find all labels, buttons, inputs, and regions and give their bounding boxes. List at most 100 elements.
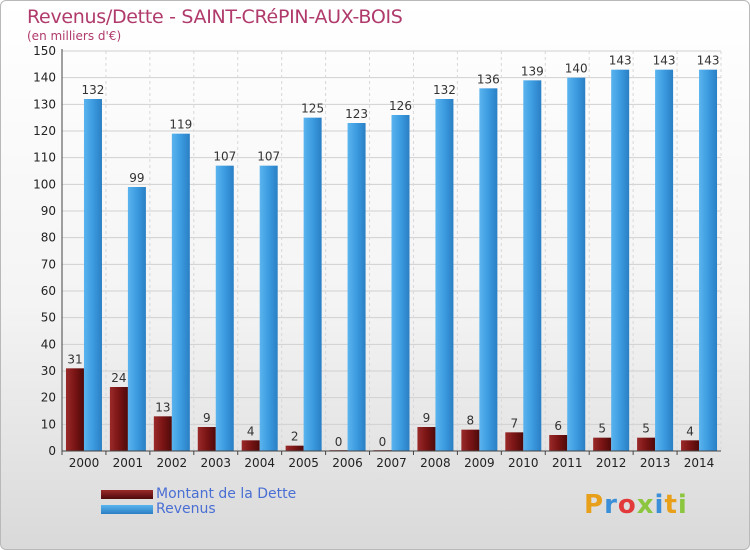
- bar-revenue-2010: [523, 80, 542, 451]
- label-revenue-2007: 126: [389, 99, 412, 113]
- bar-debt-2009: [461, 429, 480, 451]
- label-debt-2001: 24: [111, 371, 126, 385]
- bar-revenue-2001: [127, 187, 146, 451]
- bar-debt-2000: [65, 368, 84, 451]
- bar-revenue-2004: [259, 165, 278, 451]
- bar-revenue-2003: [215, 165, 234, 451]
- x-tick-label-2001: 2001: [113, 456, 144, 470]
- label-revenue-2014: 143: [697, 54, 720, 68]
- bar-debt-2004: [241, 440, 260, 451]
- y-tick-label: 60: [41, 284, 56, 298]
- label-revenue-2003: 107: [213, 150, 236, 164]
- bar-revenue-2014: [699, 69, 718, 452]
- y-tick-label: 0: [48, 444, 56, 458]
- label-revenue-2009: 136: [477, 72, 500, 86]
- x-tick-label-2002: 2002: [157, 456, 188, 470]
- label-debt-2006: 0: [335, 435, 343, 449]
- bar-debt-2014: [681, 440, 700, 451]
- x-tick-label-2004: 2004: [244, 456, 275, 470]
- label-revenue-2008: 132: [433, 83, 456, 97]
- label-revenue-2010: 139: [521, 64, 544, 78]
- bar-debt-2011: [549, 435, 568, 451]
- legend-label-revenue: Revenus: [156, 501, 216, 517]
- bar-revenue-2000: [83, 99, 102, 451]
- label-debt-2009: 8: [467, 414, 475, 428]
- y-tick-label: 40: [41, 337, 56, 351]
- x-tick-label-2005: 2005: [288, 456, 319, 470]
- x-tick-label-2008: 2008: [420, 456, 451, 470]
- label-debt-2002: 13: [155, 400, 170, 414]
- bar-revenue-2008: [435, 99, 454, 451]
- bar-revenue-2011: [567, 77, 586, 452]
- bar-debt-2012: [593, 437, 612, 451]
- label-revenue-2002: 119: [169, 118, 192, 132]
- legend-swatch-debt: [101, 490, 153, 499]
- y-tick-label: 70: [41, 257, 56, 271]
- chart-title: Revenus/Dette - SAINT-CRéPIN-AUX-BOIS: [27, 6, 403, 28]
- label-debt-2007: 0: [379, 435, 387, 449]
- label-revenue-2000: 132: [82, 83, 105, 97]
- bar-revenue-2007: [391, 115, 410, 451]
- bar-revenue-2002: [171, 133, 190, 451]
- label-debt-2013: 5: [642, 422, 650, 436]
- legend-swatch-revenue: [101, 505, 153, 514]
- y-tick-label: 80: [41, 231, 56, 245]
- bar-debt-2013: [637, 437, 656, 451]
- y-tick-label: 30: [41, 364, 56, 378]
- y-tick-label: 140: [33, 71, 56, 85]
- bar-debt-2003: [197, 427, 216, 451]
- bar-debt-2008: [417, 427, 436, 451]
- label-revenue-2001: 99: [129, 171, 144, 185]
- bar-revenue-2013: [655, 69, 674, 452]
- x-tick-label-2009: 2009: [464, 456, 495, 470]
- label-revenue-2006: 123: [345, 107, 368, 121]
- label-revenue-2012: 143: [609, 54, 632, 68]
- label-debt-2014: 4: [686, 424, 694, 438]
- label-debt-2003: 9: [203, 411, 211, 425]
- label-debt-2010: 7: [510, 416, 518, 430]
- y-tick-label: 10: [41, 417, 56, 431]
- x-tick-label-2006: 2006: [332, 456, 363, 470]
- bar-revenue-2009: [479, 88, 498, 451]
- y-tick-label: 120: [33, 124, 56, 138]
- y-tick-label: 130: [33, 97, 56, 111]
- bar-revenue-2006: [347, 123, 366, 451]
- label-debt-2008: 9: [423, 411, 431, 425]
- y-tick-label: 50: [41, 311, 56, 325]
- x-tick-label-2010: 2010: [508, 456, 539, 470]
- x-tick-label-2003: 2003: [200, 456, 231, 470]
- x-tick-label-2013: 2013: [640, 456, 671, 470]
- label-revenue-2005: 125: [301, 102, 324, 116]
- y-tick-label: 150: [33, 44, 56, 58]
- label-revenue-2004: 107: [257, 150, 280, 164]
- bars: [65, 69, 718, 452]
- x-tick-label-2007: 2007: [376, 456, 407, 470]
- label-debt-2000: 31: [67, 352, 82, 366]
- proxiti-logo: Proxiti: [584, 490, 688, 520]
- y-tick-label: 110: [33, 151, 56, 165]
- label-debt-2012: 5: [598, 422, 606, 436]
- bar-debt-2001: [109, 387, 128, 451]
- y-tick-label: 20: [41, 391, 56, 405]
- x-tick-label-2011: 2011: [552, 456, 583, 470]
- bar-revenue-2005: [303, 117, 322, 452]
- label-revenue-2013: 143: [653, 54, 676, 68]
- bar-debt-2002: [153, 416, 172, 451]
- label-debt-2004: 4: [247, 424, 255, 438]
- x-tick-label-2000: 2000: [69, 456, 100, 470]
- bar-debt-2005: [285, 445, 304, 451]
- label-debt-2011: 6: [554, 419, 562, 433]
- legend-label-debt: Montant de la Dette: [156, 486, 297, 502]
- label-revenue-2011: 140: [565, 62, 588, 76]
- y-tick-label: 90: [41, 204, 56, 218]
- bar-debt-2010: [505, 432, 524, 451]
- chart-subtitle: (en milliers d'€): [27, 29, 122, 43]
- bar-revenue-2012: [611, 69, 630, 452]
- y-tick-label: 100: [33, 177, 56, 191]
- axes: 0102030405060708090100110120130140150200…: [33, 44, 721, 470]
- label-debt-2005: 2: [291, 430, 299, 444]
- x-tick-label-2012: 2012: [596, 456, 627, 470]
